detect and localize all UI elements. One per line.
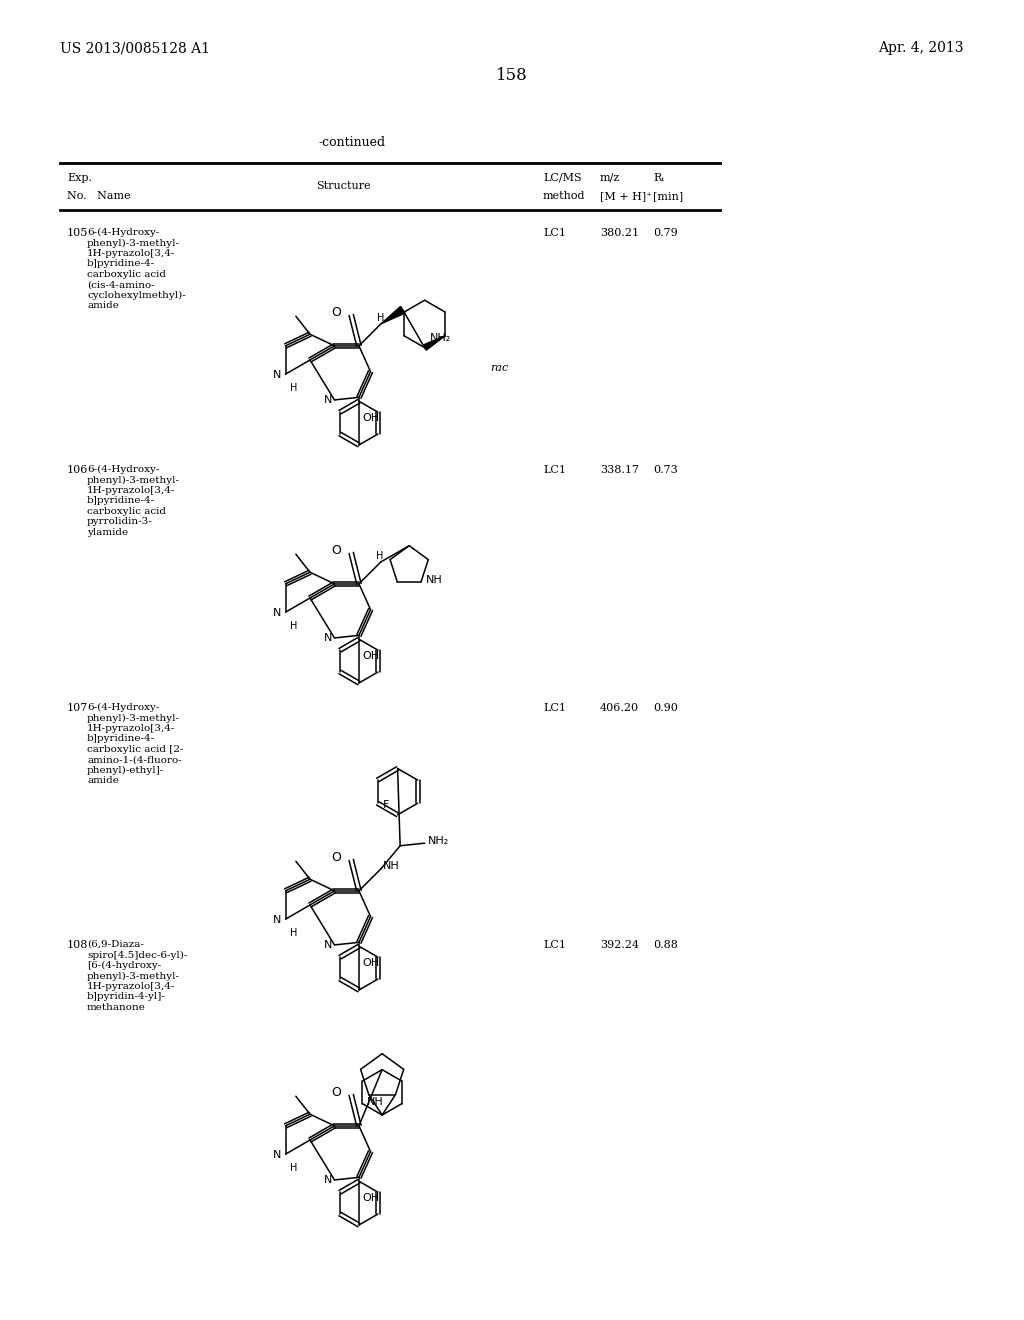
Text: N: N	[325, 632, 333, 643]
Text: H: H	[290, 928, 297, 939]
Text: N: N	[325, 1175, 333, 1185]
Text: 106: 106	[67, 465, 88, 475]
Text: 6-(4-Hydroxy-
phenyl)-3-methyl-
1H-pyrazolo[3,4-
b]pyridine-4-
carboxylic acid
p: 6-(4-Hydroxy- phenyl)-3-methyl- 1H-pyraz…	[87, 465, 180, 537]
Text: O: O	[332, 851, 341, 865]
Text: LC1: LC1	[543, 228, 566, 238]
Text: N: N	[273, 609, 282, 618]
Text: 158: 158	[496, 66, 528, 83]
Text: LC1: LC1	[543, 465, 566, 475]
Text: NH: NH	[367, 1097, 383, 1106]
Text: 6-(4-Hydroxy-
phenyl)-3-methyl-
1H-pyrazolo[3,4-
b]pyridine-4-
carboxylic acid
(: 6-(4-Hydroxy- phenyl)-3-methyl- 1H-pyraz…	[87, 228, 185, 310]
Text: N: N	[273, 370, 282, 380]
Text: [min]: [min]	[653, 191, 683, 201]
Text: (6,9-Diaza-
spiro[4.5]dec-6-yl)-
[6-(4-hydroxy-
phenyl)-3-methyl-
1H-pyrazolo[3,: (6,9-Diaza- spiro[4.5]dec-6-yl)- [6-(4-h…	[87, 940, 187, 1012]
Text: [M + H]⁺: [M + H]⁺	[600, 191, 652, 201]
Text: 0.88: 0.88	[653, 940, 678, 950]
Text: Apr. 4, 2013: Apr. 4, 2013	[879, 41, 964, 55]
Text: N: N	[273, 1150, 282, 1160]
Text: LC1: LC1	[543, 940, 566, 950]
Text: H: H	[290, 1163, 297, 1173]
Text: NH₂: NH₂	[430, 333, 451, 343]
Text: m/z: m/z	[600, 173, 621, 183]
Text: N: N	[325, 940, 333, 950]
Text: method: method	[543, 191, 586, 201]
Text: H: H	[377, 313, 385, 323]
Text: OH: OH	[361, 958, 379, 968]
Text: Rₜ: Rₜ	[653, 173, 664, 183]
Text: NH₂: NH₂	[428, 836, 449, 846]
Text: 0.90: 0.90	[653, 704, 678, 713]
Text: Exp.: Exp.	[67, 173, 92, 183]
Text: Structure: Structure	[315, 181, 371, 191]
Text: No.   Name: No. Name	[67, 191, 131, 201]
Text: LC/MS: LC/MS	[543, 173, 582, 183]
Text: 338.17: 338.17	[600, 465, 639, 475]
Text: 0.79: 0.79	[653, 228, 678, 238]
Text: OH: OH	[361, 651, 379, 661]
Text: 107: 107	[67, 704, 88, 713]
Text: rac: rac	[490, 363, 508, 374]
Polygon shape	[381, 306, 404, 323]
Text: -continued: -continued	[318, 136, 386, 149]
Text: H: H	[290, 622, 297, 631]
Text: OH: OH	[361, 1193, 379, 1204]
Text: NH: NH	[383, 861, 399, 871]
Text: 406.20: 406.20	[600, 704, 639, 713]
Text: O: O	[332, 1086, 341, 1100]
Text: 108: 108	[67, 940, 88, 950]
Text: 6-(4-Hydroxy-
phenyl)-3-methyl-
1H-pyrazolo[3,4-
b]pyridine-4-
carboxylic acid [: 6-(4-Hydroxy- phenyl)-3-methyl- 1H-pyraz…	[87, 704, 183, 785]
Text: N: N	[325, 395, 333, 405]
Text: 105: 105	[67, 228, 88, 238]
Text: US 2013/0085128 A1: US 2013/0085128 A1	[60, 41, 210, 55]
Text: 392.24: 392.24	[600, 940, 639, 950]
Text: NH: NH	[426, 576, 442, 585]
Text: H: H	[290, 383, 297, 393]
Text: 380.21: 380.21	[600, 228, 639, 238]
Text: LC1: LC1	[543, 704, 566, 713]
Text: 0.73: 0.73	[653, 465, 678, 475]
Text: O: O	[332, 306, 341, 319]
Text: H: H	[376, 550, 384, 561]
Text: N: N	[273, 915, 282, 925]
Text: O: O	[332, 544, 341, 557]
Text: OH: OH	[361, 413, 379, 424]
Polygon shape	[423, 335, 445, 350]
Text: F: F	[383, 800, 389, 810]
